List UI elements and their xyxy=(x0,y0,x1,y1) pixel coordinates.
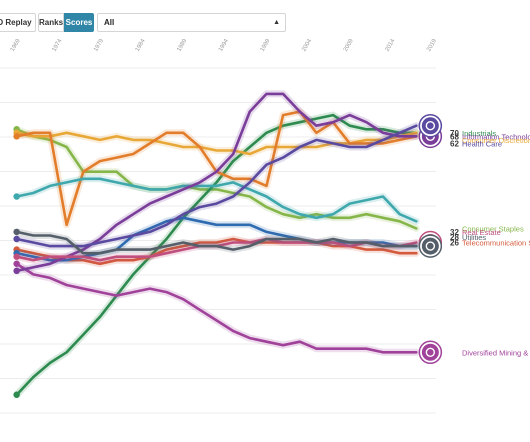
series-end-name: Utilities xyxy=(462,233,486,242)
series-end-name: Diversified Mining & Metals xyxy=(462,348,530,357)
replay-button[interactable]: D Replay xyxy=(0,13,36,32)
series-end-name: Health Care xyxy=(462,139,502,148)
x-tick-label: 1994 xyxy=(218,38,230,53)
x-axis-ticks: 1969 1974 1979 1984 1989 1994 1999 2004 2009 2014… xyxy=(10,38,439,53)
x-tick-label: 1989 xyxy=(176,38,188,53)
series-line[interactable] xyxy=(15,124,418,248)
series-end-label: 70 Industrials xyxy=(450,129,496,138)
toolbar: D Replay Ranks Scores All ▲ xyxy=(0,13,530,33)
series-end-label: Consumer Staples xyxy=(462,224,524,233)
x-tick-label: 2019 xyxy=(426,38,438,53)
series-utilities[interactable] xyxy=(13,228,420,257)
scores-toggle-button[interactable]: Scores xyxy=(64,13,94,32)
series-end-name: Information Technology xyxy=(462,132,530,141)
series-end-value: 26 xyxy=(450,239,459,248)
series-end-label: 62 Health Care xyxy=(450,139,502,148)
series-end-label: Diversified Mining & Metals xyxy=(462,348,530,357)
series-line[interactable] xyxy=(15,230,418,255)
x-tick-label: 1984 xyxy=(135,38,147,53)
x-tick-label: 1999 xyxy=(260,38,272,53)
x-tick-label: 2014 xyxy=(385,38,397,53)
series-health-care[interactable] xyxy=(13,122,420,250)
series-end-value: 62 xyxy=(450,139,459,148)
chevron-updown-icon: ▲ xyxy=(273,19,280,26)
series-end-label: 32 Real Estate xyxy=(450,228,501,237)
series-line[interactable] xyxy=(15,92,418,273)
series-end-name: Consumer Discretionary xyxy=(462,136,530,145)
end-markers xyxy=(418,113,443,365)
series-end-value: 32 xyxy=(450,228,459,237)
series-start-point xyxy=(13,267,20,275)
series-information-technology[interactable] xyxy=(13,90,420,275)
series-start-point xyxy=(13,228,20,236)
x-tick-label: 2009 xyxy=(343,38,355,53)
series-line[interactable] xyxy=(15,262,418,354)
series-start-point xyxy=(13,193,20,200)
pickaxe-icon[interactable] xyxy=(418,340,443,365)
series-end-name: Real Estate xyxy=(462,228,501,237)
faucet-icon[interactable] xyxy=(418,234,443,258)
series-start-point xyxy=(13,253,20,260)
series-start-point xyxy=(13,391,20,398)
series-start-point xyxy=(13,260,20,267)
series-diversified-mining-metals[interactable] xyxy=(13,260,420,356)
series-end-value: 68 xyxy=(450,132,459,141)
x-tick-label: 1979 xyxy=(93,38,105,53)
x-tick-label: 1974 xyxy=(51,38,63,53)
series-line[interactable] xyxy=(15,113,418,397)
series-end-name: Industrials xyxy=(462,129,496,138)
series-end-label: 28 Utilities xyxy=(450,233,486,242)
x-tick-label: 2004 xyxy=(301,38,313,53)
ranks-toggle-button[interactable]: Ranks xyxy=(38,13,64,32)
series-end-name: Telecommunication Services xyxy=(462,239,530,248)
chart-lines xyxy=(13,90,420,399)
series-industrials[interactable] xyxy=(13,111,420,399)
series-line[interactable] xyxy=(15,177,418,223)
series-end-value: 28 xyxy=(450,233,459,242)
series-end-value: 70 xyxy=(450,129,459,138)
filter-select-value: All xyxy=(104,18,115,27)
medical-icon[interactable] xyxy=(418,113,443,138)
x-tick-label: 1969 xyxy=(10,38,22,53)
series-end-name: Consumer Staples xyxy=(462,224,524,233)
series-start-point xyxy=(13,235,20,243)
filter-select[interactable]: All ▲ xyxy=(97,13,286,32)
series-end-label: Consumer Discretionary xyxy=(462,136,530,145)
series-energy[interactable] xyxy=(13,175,420,225)
series-start-point xyxy=(13,133,20,140)
